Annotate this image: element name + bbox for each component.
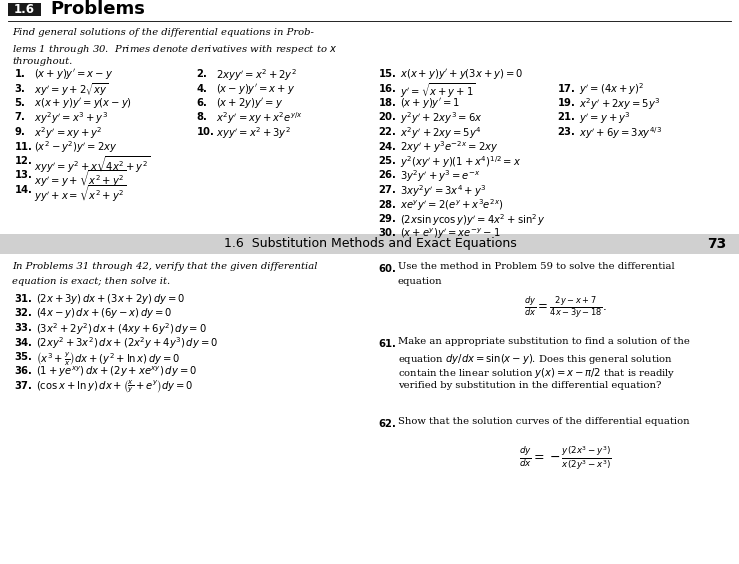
Text: $y' = \sqrt{x + y + 1}$: $y' = \sqrt{x + y + 1}$ [400, 82, 476, 100]
Text: $xy' = y + 2\sqrt{xy}$: $xy' = y + 2\sqrt{xy}$ [34, 82, 108, 98]
Text: $\mathbf{19.}$: $\mathbf{19.}$ [557, 96, 576, 108]
Text: Problems: Problems [50, 1, 145, 19]
Text: $\mathbf{30.}$: $\mathbf{30.}$ [378, 227, 397, 239]
Text: $\mathbf{10.}$: $\mathbf{10.}$ [196, 125, 215, 137]
Text: $\mathbf{6.}$: $\mathbf{6.}$ [196, 96, 208, 108]
Text: contain the linear solution $y(x) = x - \pi/2$ that is readily: contain the linear solution $y(x) = x - … [398, 367, 675, 380]
Text: Show that the solution curves of the differential equation: Show that the solution curves of the dif… [398, 417, 689, 426]
Text: $\mathbf{7.}$: $\mathbf{7.}$ [14, 111, 26, 122]
Text: 1.6  Substitution Methods and Exact Equations: 1.6 Substitution Methods and Exact Equat… [224, 237, 517, 250]
Text: $(\cos x + \ln y)\,dx + \left(\frac{x}{y} + e^y\right)dy = 0$: $(\cos x + \ln y)\,dx + \left(\frac{x}{y… [36, 379, 194, 395]
Text: $\mathbf{9.}$: $\mathbf{9.}$ [14, 125, 26, 137]
Text: equation $dy/dx = \sin(x - y)$. Does this general solution: equation $dy/dx = \sin(x - y)$. Does thi… [398, 352, 672, 366]
Text: $(x + y)y' = 1$: $(x + y)y' = 1$ [400, 96, 460, 110]
Text: $\mathbf{2.}$: $\mathbf{2.}$ [196, 67, 208, 79]
Text: $\mathbf{61.}$: $\mathbf{61.}$ [378, 337, 397, 350]
Text: $y^2(xy' + y)(1 + x^4)^{1/2} = x$: $y^2(xy' + y)(1 + x^4)^{1/2} = x$ [400, 154, 521, 170]
Text: Use the method in Problem 59 to solve the differential: Use the method in Problem 59 to solve th… [398, 262, 675, 271]
Text: $\mathbf{62.}$: $\mathbf{62.}$ [378, 417, 397, 429]
Text: $\mathbf{22.}$: $\mathbf{22.}$ [378, 125, 397, 137]
Text: $\mathbf{26.}$: $\mathbf{26.}$ [378, 169, 397, 180]
Text: $\mathbf{17.}$: $\mathbf{17.}$ [557, 82, 576, 94]
Text: $\mathbf{37.}$: $\mathbf{37.}$ [14, 379, 33, 391]
Text: $\mathbf{60.}$: $\mathbf{60.}$ [378, 262, 397, 274]
Text: $y^2y' + 2xy^3 = 6x$: $y^2y' + 2xy^3 = 6x$ [400, 111, 483, 126]
Text: $(2x + 3y)\,dx + (3x + 2y)\,dy = 0$: $(2x + 3y)\,dx + (3x + 2y)\,dy = 0$ [36, 292, 185, 306]
Text: $(2xy^2 + 3x^2)\,dx + (2x^2y + 4y^3)\,dy = 0$: $(2xy^2 + 3x^2)\,dx + (2x^2y + 4y^3)\,dy… [36, 336, 218, 351]
Text: $\mathbf{28.}$: $\mathbf{28.}$ [378, 197, 397, 209]
Text: $(x + 2y)y' = y$: $(x + 2y)y' = y$ [216, 96, 283, 110]
Text: $xe^y y' = 2(e^y + x^3e^{2x})$: $xe^y y' = 2(e^y + x^3e^{2x})$ [400, 197, 503, 213]
Text: $\mathbf{23.}$: $\mathbf{23.}$ [557, 125, 576, 137]
Text: $\left(x^3 + \frac{y}{x}\right)dx + (y^2 + \ln x)\,dy = 0$: $\left(x^3 + \frac{y}{x}\right)dx + (y^2… [36, 350, 180, 367]
Text: $xyy' = y^2 + x\sqrt{4x^2 + y^2}$: $xyy' = y^2 + x\sqrt{4x^2 + y^2}$ [34, 154, 150, 175]
Text: $\mathbf{31.}$: $\mathbf{31.}$ [14, 292, 33, 304]
Text: $y' = (4x + y)^2$: $y' = (4x + y)^2$ [579, 82, 644, 98]
Text: $x^2y' = xy + x^2e^{y/x}$: $x^2y' = xy + x^2e^{y/x}$ [216, 111, 303, 126]
Text: $(x + y)y' = x - y$: $(x + y)y' = x - y$ [34, 67, 113, 81]
Text: $xyy' = x^2 + 3y^2$: $xyy' = x^2 + 3y^2$ [216, 125, 291, 141]
Text: $\mathbf{3.}$: $\mathbf{3.}$ [14, 82, 26, 94]
Text: $\mathbf{18.}$: $\mathbf{18.}$ [378, 96, 397, 108]
Text: $\mathbf{33.}$: $\mathbf{33.}$ [14, 321, 33, 333]
Text: $3xy^2y' = 3x^4 + y^3$: $3xy^2y' = 3x^4 + y^3$ [400, 183, 486, 199]
Text: $xy^2y' = x^3 + y^3$: $xy^2y' = x^3 + y^3$ [34, 111, 108, 126]
Text: $x(x + y)y' = y(x - y)$: $x(x + y)y' = y(x - y)$ [34, 96, 132, 110]
Text: throughout.: throughout. [12, 57, 72, 66]
Text: $\mathbf{32.}$: $\mathbf{32.}$ [14, 306, 33, 319]
Text: $\mathbf{35.}$: $\mathbf{35.}$ [14, 350, 33, 362]
Text: 73: 73 [706, 237, 726, 251]
Text: equation: equation [398, 276, 443, 285]
Text: $\mathbf{29.}$: $\mathbf{29.}$ [378, 212, 397, 224]
Text: $xy' = y + \sqrt{x^2 + y^2}$: $xy' = y + \sqrt{x^2 + y^2}$ [34, 169, 126, 189]
Text: $(x + e^y)y' = xe^{-y} - 1$: $(x + e^y)y' = xe^{-y} - 1$ [400, 227, 500, 241]
Text: $(1 + ye^{xy})\,dx + (2y + xe^{xy})\,dy = 0$: $(1 + ye^{xy})\,dx + (2y + xe^{xy})\,dy … [36, 364, 197, 379]
Text: $\mathbf{21.}$: $\mathbf{21.}$ [557, 111, 576, 122]
Text: $\mathbf{5.}$: $\mathbf{5.}$ [14, 96, 26, 108]
Text: $(x^2 - y^2)y' = 2xy$: $(x^2 - y^2)y' = 2xy$ [34, 139, 118, 155]
Text: $2xy' + y^3e^{-2x} = 2xy$: $2xy' + y^3e^{-2x} = 2xy$ [400, 139, 498, 155]
Bar [0, 234, 739, 254]
Text: $\mathbf{24.}$: $\mathbf{24.}$ [378, 139, 397, 152]
Text: In Problems 31 through 42, verify that the given differential: In Problems 31 through 42, verify that t… [12, 262, 318, 271]
Text: $\mathbf{16.}$: $\mathbf{16.}$ [378, 82, 397, 94]
Text: $x^2y' + 2xy = 5y^3$: $x^2y' + 2xy = 5y^3$ [579, 96, 661, 112]
Text: $\mathbf{14.}$: $\mathbf{14.}$ [14, 183, 33, 195]
Text: $y' = y + y^3$: $y' = y + y^3$ [579, 111, 630, 126]
Text: $(2x\sin y\cos y)y' = 4x^2 + \sin^2 y$: $(2x\sin y\cos y)y' = 4x^2 + \sin^2 y$ [400, 212, 546, 228]
Text: $\mathbf{8.}$: $\mathbf{8.}$ [196, 111, 208, 122]
Text: Find general solutions of the differential equations in Prob-: Find general solutions of the differenti… [12, 28, 314, 37]
FancyBboxPatch shape [8, 3, 41, 16]
Text: $2xyy' = x^2 + 2y^2$: $2xyy' = x^2 + 2y^2$ [216, 67, 297, 83]
Text: $\mathbf{36.}$: $\mathbf{36.}$ [14, 364, 33, 377]
Text: $\mathbf{11.}$: $\mathbf{11.}$ [14, 139, 33, 152]
Text: $\frac{dy}{dx} = -\frac{y(2x^3 - y^3)}{x(2y^3 - x^3)}$: $\frac{dy}{dx} = -\frac{y(2x^3 - y^3)}{x… [519, 444, 611, 472]
Text: $(4x - y)\,dx + (6y - x)\,dy = 0$: $(4x - y)\,dx + (6y - x)\,dy = 0$ [36, 306, 172, 320]
Text: $x^2y' = xy + y^2$: $x^2y' = xy + y^2$ [34, 125, 103, 141]
Text: $\mathbf{4.}$: $\mathbf{4.}$ [196, 82, 208, 94]
Text: lems 1 through 30.  Primes denote derivatives with respect to $x$: lems 1 through 30. Primes denote derivat… [12, 42, 337, 55]
Text: $\mathbf{25.}$: $\mathbf{25.}$ [378, 154, 397, 166]
Text: $(x - y)y' = x + y$: $(x - y)y' = x + y$ [216, 82, 295, 95]
Text: $x^2y' + 2xy = 5y^4$: $x^2y' + 2xy = 5y^4$ [400, 125, 482, 141]
Text: $3y^2y' + y^3 = e^{-x}$: $3y^2y' + y^3 = e^{-x}$ [400, 169, 480, 184]
Text: $\mathbf{34.}$: $\mathbf{34.}$ [14, 336, 33, 347]
Text: verified by substitution in the differential equation?: verified by substitution in the differen… [398, 381, 661, 390]
Text: equation is exact; then solve it.: equation is exact; then solve it. [12, 276, 170, 285]
Text: $\mathbf{1.}$: $\mathbf{1.}$ [14, 67, 26, 79]
Text: $\mathbf{13.}$: $\mathbf{13.}$ [14, 169, 33, 180]
Text: $(3x^2 + 2y^2)\,dx + (4xy + 6y^2)\,dy = 0$: $(3x^2 + 2y^2)\,dx + (4xy + 6y^2)\,dy = … [36, 321, 207, 337]
Text: $\mathbf{15.}$: $\mathbf{15.}$ [378, 67, 397, 79]
Text: Make an appropriate substitution to find a solution of the: Make an appropriate substitution to find… [398, 337, 690, 346]
Text: $\mathbf{27.}$: $\mathbf{27.}$ [378, 183, 397, 195]
Text: $\mathbf{12.}$: $\mathbf{12.}$ [14, 154, 33, 166]
Text: 1.6: 1.6 [14, 3, 35, 16]
Text: $x(x + y)y' + y(3x + y) = 0$: $x(x + y)y' + y(3x + y) = 0$ [400, 67, 523, 81]
Text: $yy' + x = \sqrt{x^2 + y^2}$: $yy' + x = \sqrt{x^2 + y^2}$ [34, 183, 126, 204]
Text: $\frac{dy}{dx} = \frac{2y - x + 7}{4x - 3y - 18}$$.$: $\frac{dy}{dx} = \frac{2y - x + 7}{4x - … [524, 294, 607, 319]
Text: $\mathbf{20.}$: $\mathbf{20.}$ [378, 111, 397, 122]
Text: $xy' + 6y = 3xy^{4/3}$: $xy' + 6y = 3xy^{4/3}$ [579, 125, 662, 141]
